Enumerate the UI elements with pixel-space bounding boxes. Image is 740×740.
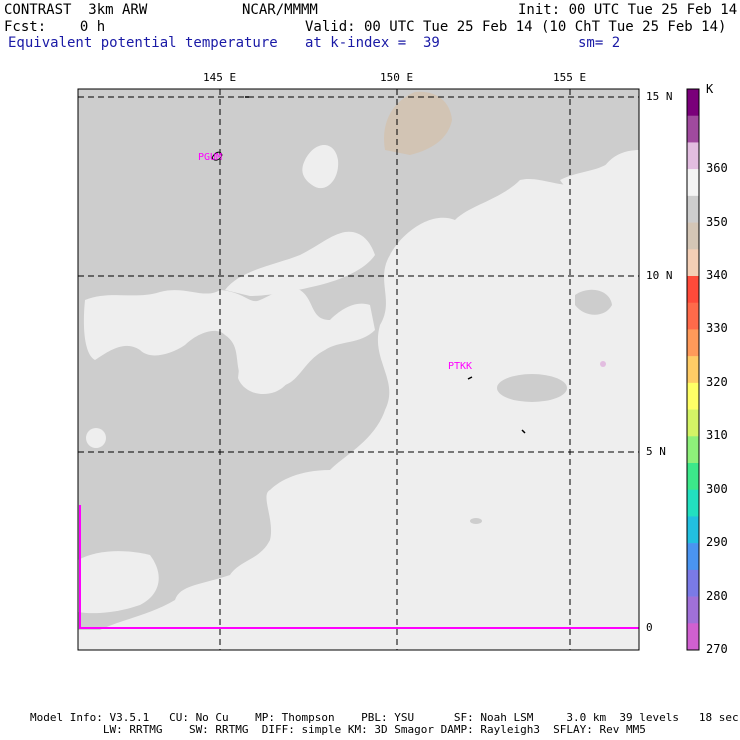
gray-corner-east [575, 289, 612, 315]
smoothing-info: sm= 2 [578, 35, 621, 51]
legend-label: 280 [706, 588, 728, 603]
forecast-hour: Fcst: 0 h [4, 19, 106, 35]
legend-swatch [687, 169, 699, 197]
legend-label: 330 [706, 321, 728, 336]
legend-swatch [687, 623, 699, 651]
light-region-center [238, 345, 295, 395]
legend-swatch [687, 142, 699, 170]
legend-label: 270 [706, 642, 728, 656]
init-time: Init: 00 UTC Tue 25 Feb 14 [518, 2, 738, 18]
pink-spot [600, 361, 606, 367]
light-region-east [78, 150, 639, 650]
legend-label: 320 [706, 374, 728, 389]
legend-swatch [687, 596, 699, 624]
valid-time: Valid: 00 UTC Tue 25 Feb 14 (10 ChT Tue … [305, 19, 727, 35]
light-region-west [83, 288, 375, 388]
station-label-pgum: PGUM [198, 152, 223, 163]
light-region-upper-right [560, 158, 639, 241]
legend-label: 340 [706, 268, 728, 282]
legend-swatch [687, 195, 699, 223]
map-frame [77, 88, 640, 651]
small-island [521, 429, 526, 434]
legend-swatch [687, 516, 699, 544]
legend-swatch [687, 89, 699, 117]
lon-label-150e: 150 E [380, 71, 414, 84]
lat-label-10n: 10 N [646, 269, 673, 282]
legend-swatch [687, 302, 699, 330]
legend-swatch [687, 409, 699, 437]
legend-swatch [687, 436, 699, 464]
legend-label: 360 [706, 161, 728, 176]
gray-island-east [497, 374, 567, 402]
footer-model-info: Model Info: V3.5.1 CU: No Cu MP: Thompso… [30, 711, 739, 724]
legend-frame [686, 88, 700, 651]
lat-label-15n: 15 N [646, 90, 673, 103]
field-name: Equivalent potential temperature [8, 35, 278, 51]
lat-label-0: 0 [646, 621, 653, 634]
lon-label-155e: 155 E [553, 71, 587, 84]
lat-lon-grid [78, 89, 639, 650]
legend-swatch [687, 569, 699, 597]
light-region-southwest [78, 551, 159, 614]
legend-label: 310 [706, 428, 728, 443]
domain-boundary [79, 505, 639, 629]
legend-swatch [687, 543, 699, 571]
legend-label: 300 [706, 481, 728, 496]
light-region-band [225, 231, 375, 296]
organization-label: NCAR/MMMM [242, 2, 318, 18]
legend-swatch [687, 249, 699, 277]
legend-swatch [687, 276, 699, 304]
tan-patch [384, 91, 452, 155]
gray-island-south [470, 518, 482, 524]
legend-swatch [687, 489, 699, 517]
legend-label: 290 [706, 535, 728, 550]
legend-swatch [687, 329, 699, 357]
legend-swatch [687, 222, 699, 250]
legend-label: 350 [706, 214, 728, 229]
legend-swatch [687, 115, 699, 143]
legend-swatch [687, 382, 699, 410]
light-blob [86, 428, 106, 448]
guam-island [211, 151, 223, 161]
legend-unit: K [706, 82, 714, 96]
chuuk-island [467, 376, 473, 380]
color-legend-bar [686, 88, 700, 651]
level-info: at k-index = 39 [305, 35, 440, 51]
lat-label-5n: 5 N [646, 445, 666, 458]
station-label-ptkk: PTKK [448, 361, 473, 372]
legend-swatch [687, 356, 699, 384]
footer-physics-info: LW: RRTMG SW: RRTMG DIFF: simple KM: 3D … [30, 723, 646, 736]
lon-label-145e: 145 E [203, 71, 237, 84]
model-title: CONTRAST 3km ARW [4, 2, 148, 18]
legend-swatch [687, 463, 699, 491]
light-region-north [302, 145, 339, 189]
contour-fill [78, 89, 639, 650]
